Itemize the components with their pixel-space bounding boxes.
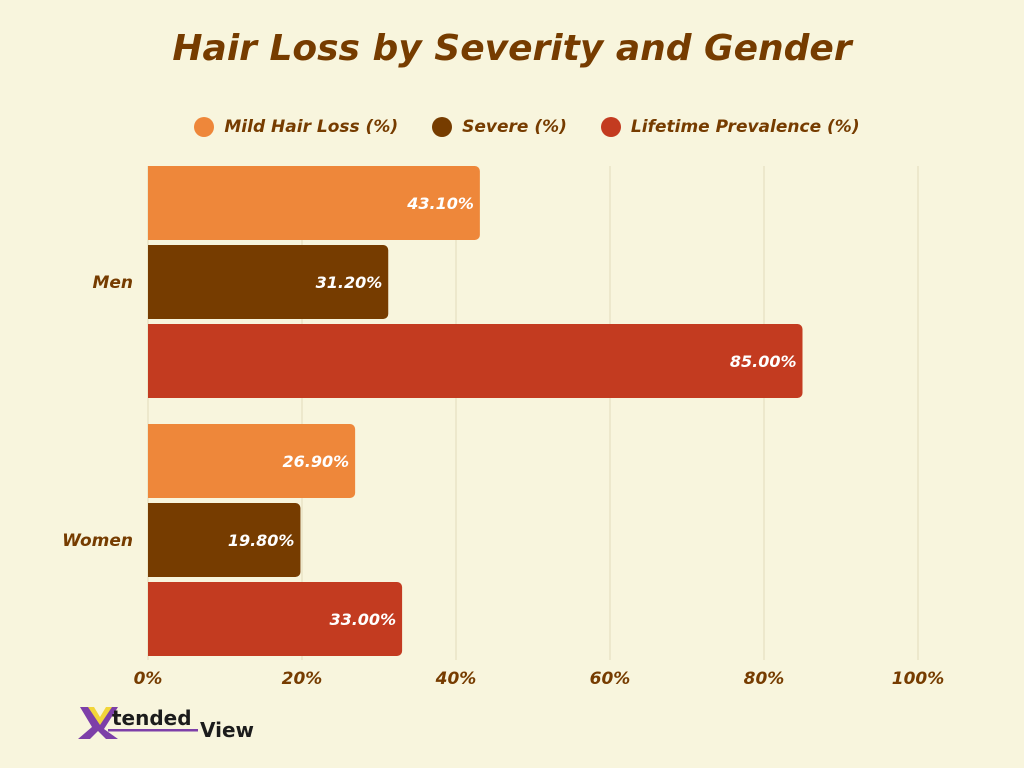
x-tick-label: 0%: [134, 669, 163, 689]
bar: [148, 424, 356, 498]
data-label: 33.00%: [329, 610, 396, 629]
data-label: 31.20%: [316, 273, 383, 292]
legend-label: Severe (%): [462, 117, 567, 137]
svg-text:View: View: [200, 718, 254, 742]
legend-label: Mild Hair Loss (%): [224, 117, 399, 137]
legend-swatch: [600, 117, 621, 137]
category-label: Women: [62, 531, 133, 551]
bar: [148, 582, 403, 656]
bar: [147, 245, 389, 319]
legend-item-severe: Severe (%): [432, 117, 567, 137]
xtendedview-logo: tended View: [78, 706, 254, 742]
chart-title: Hair Loss by Severity and Gender: [172, 28, 852, 69]
data-label: 19.80%: [228, 531, 295, 550]
data-label: 43.10%: [406, 194, 474, 213]
data-label: 85.00%: [730, 352, 797, 371]
bar: [148, 324, 803, 398]
legend-swatch: [194, 117, 215, 137]
data-label: 26.90%: [282, 452, 349, 471]
bar-chart: 0% 20% 40% 60% 80% 100% Men 43.10% 31.20% 85.00% W…: [62, 166, 945, 689]
bar: [148, 166, 480, 240]
category-label: Men: [92, 273, 133, 293]
svg-text:tended: tended: [112, 706, 192, 730]
x-tick-label: 60%: [590, 669, 631, 689]
x-tick-label: 80%: [744, 669, 785, 689]
legend-item-lifetime: Lifetime Prevalence (%): [600, 117, 860, 137]
x-tick-label: 20%: [282, 669, 323, 689]
legend-item-mild: Mild Hair Loss (%): [194, 117, 398, 137]
x-tick-label: 40%: [435, 669, 477, 689]
legend-swatch: [432, 117, 453, 137]
legend: Mild Hair Loss (%) Severe (%) Lifetime P…: [0, 117, 1024, 137]
legend-label: Lifetime Prevalence (%): [630, 117, 860, 137]
x-tick-label: 100%: [892, 669, 945, 689]
bar: [148, 503, 301, 577]
